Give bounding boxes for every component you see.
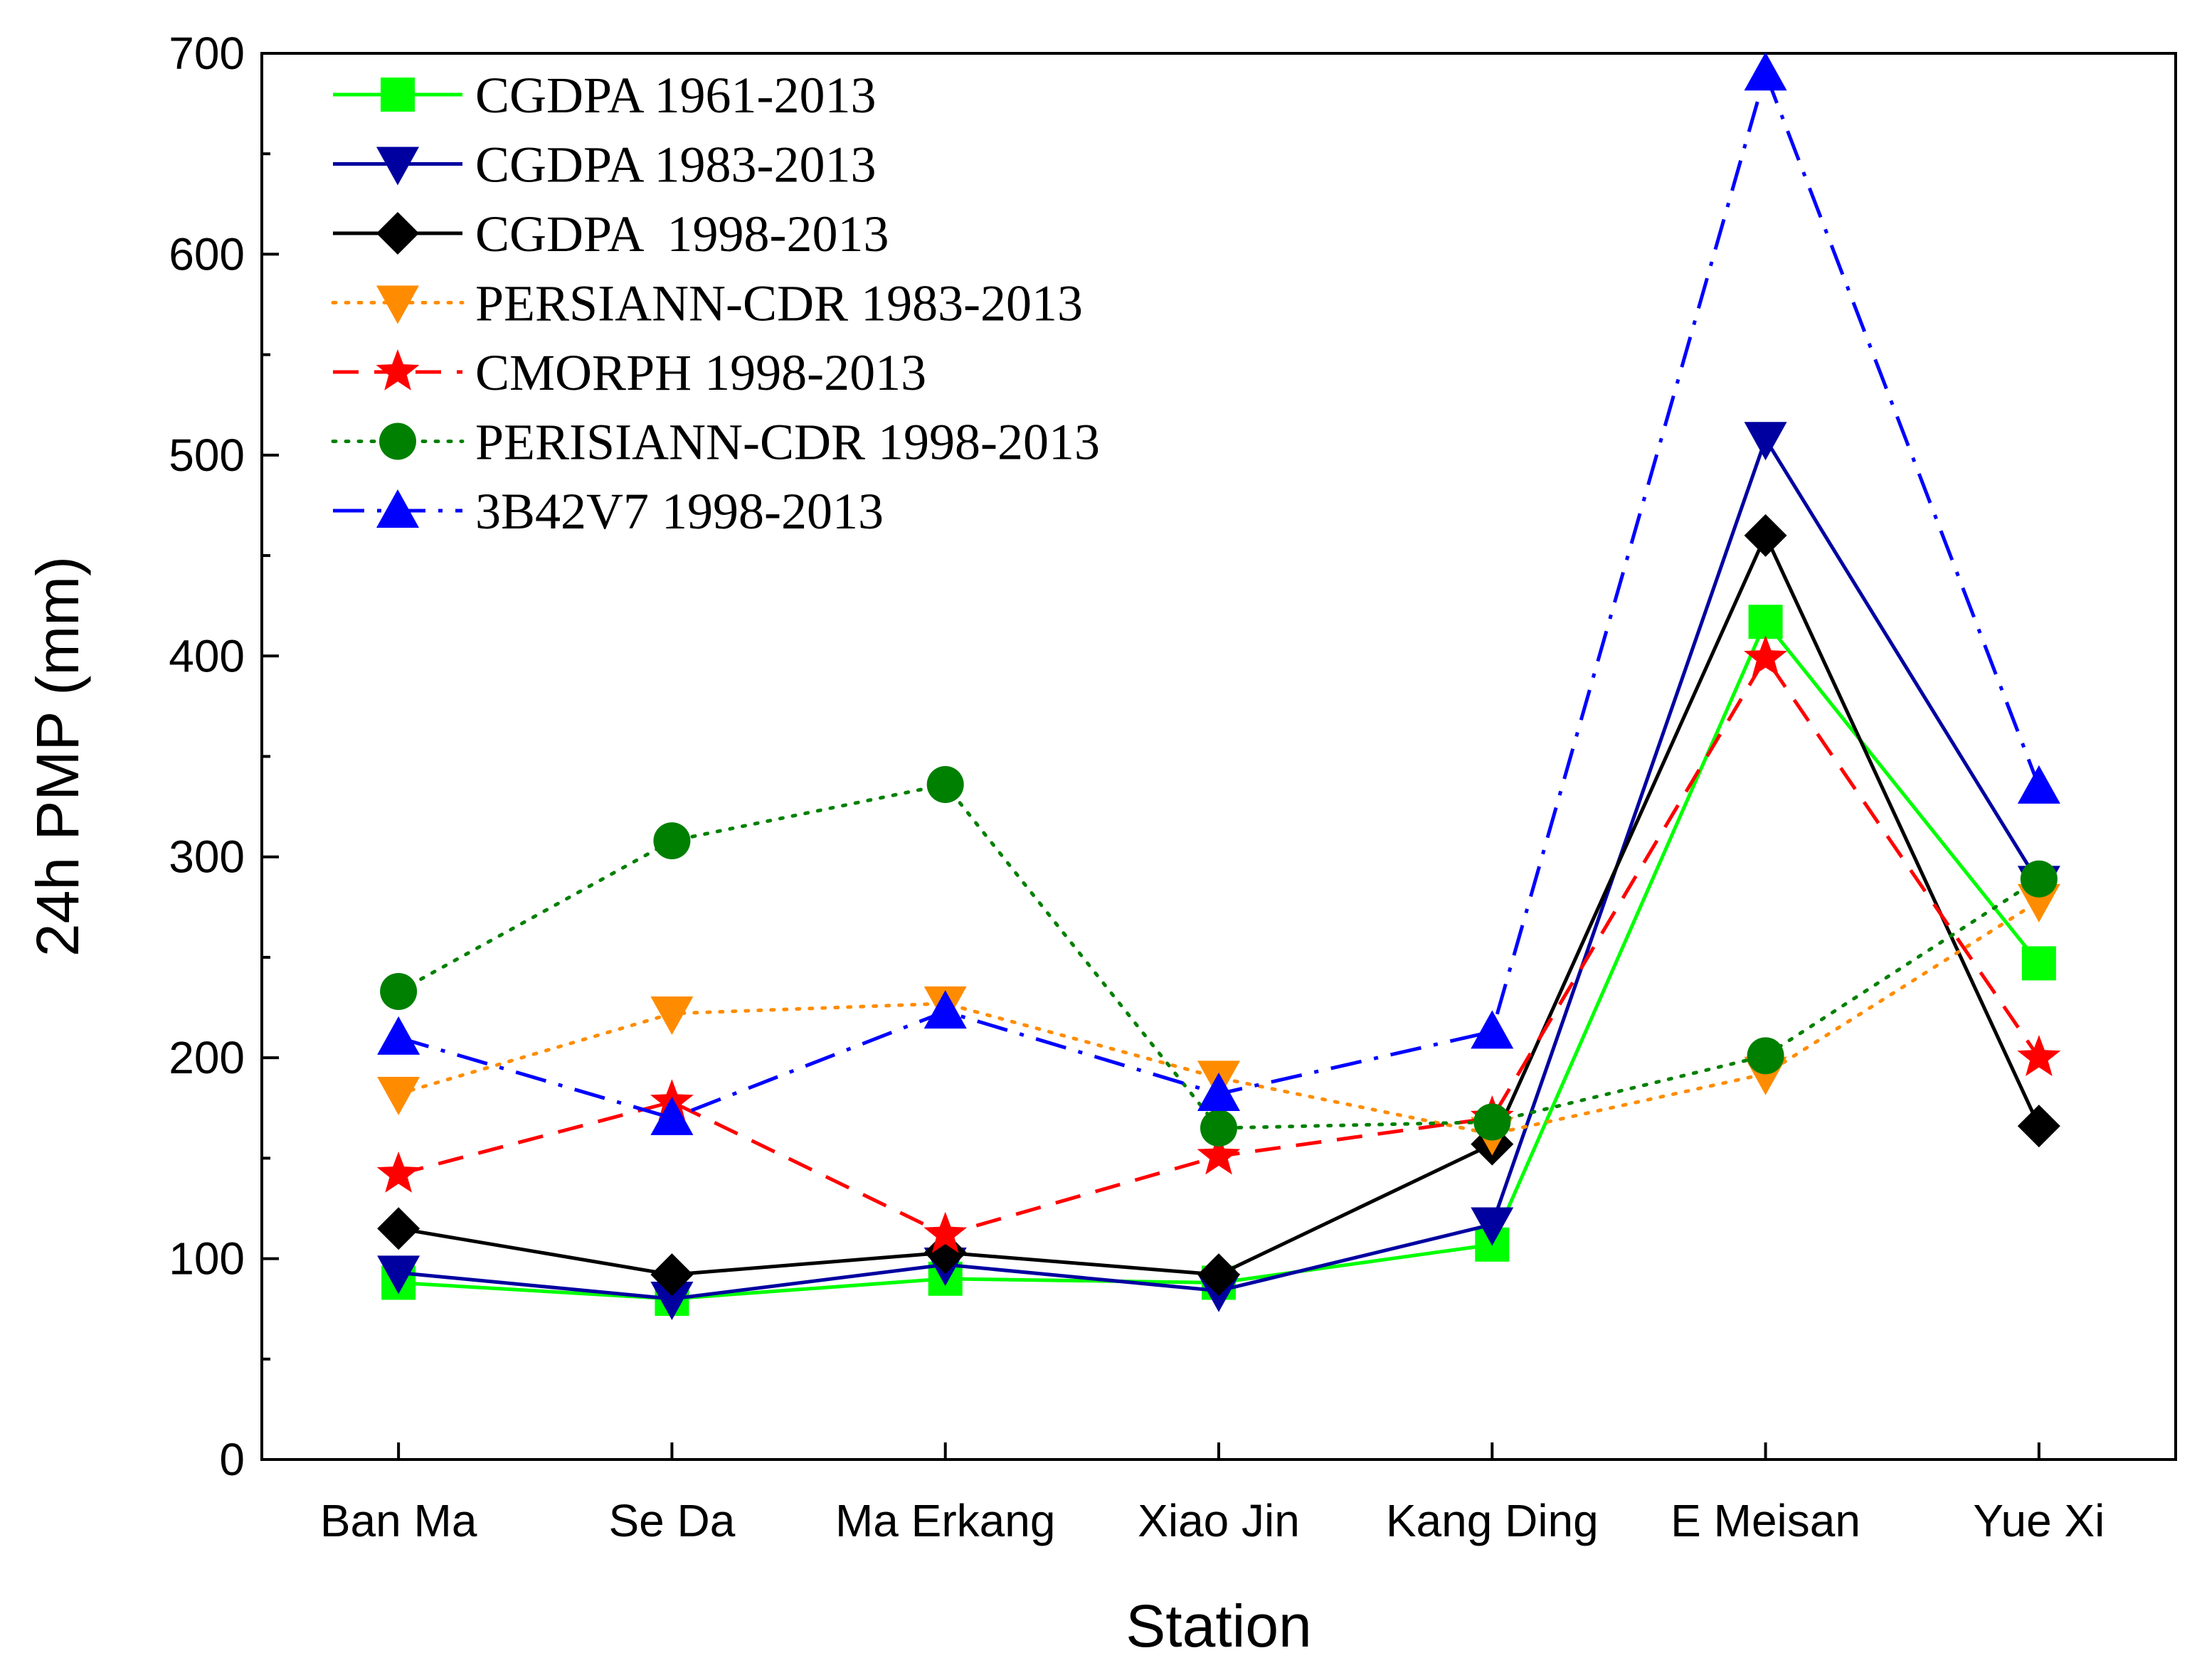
legend-marker bbox=[376, 285, 419, 324]
data-point bbox=[653, 822, 691, 860]
legend-entry: CGDPA 1983-2013 bbox=[333, 137, 876, 193]
data-point bbox=[1197, 1072, 1240, 1111]
data-point bbox=[650, 996, 694, 1036]
series-2 bbox=[377, 514, 2060, 1297]
legend-entry: PERSIANN-CDR 1983-2013 bbox=[331, 275, 1083, 332]
data-point bbox=[923, 1231, 967, 1275]
series-line bbox=[398, 435, 2040, 1301]
data-point bbox=[2017, 1035, 2061, 1076]
legend-marker bbox=[379, 422, 416, 460]
data-point bbox=[2020, 860, 2058, 898]
series-layer bbox=[376, 52, 2061, 1321]
data-point bbox=[926, 766, 964, 804]
series-4 bbox=[376, 635, 2061, 1253]
plot-area bbox=[260, 52, 2177, 1461]
data-point bbox=[1748, 605, 1783, 639]
data-point bbox=[1197, 1253, 1240, 1297]
y-tick-label: 200 bbox=[169, 1032, 245, 1083]
y-tick-label: 400 bbox=[169, 630, 245, 681]
data-point bbox=[1471, 1207, 1514, 1246]
legend-marker bbox=[376, 489, 419, 528]
series-6 bbox=[377, 52, 2060, 1135]
data-point bbox=[923, 1211, 968, 1253]
y-tick-label: 600 bbox=[169, 228, 245, 280]
data-point bbox=[1200, 1109, 1237, 1147]
x-tick-label: Kang Ding bbox=[1386, 1495, 1599, 1546]
data-point bbox=[1747, 1037, 1784, 1075]
y-axis: 0 100 200 300 400 500 600 700 bbox=[169, 28, 279, 1485]
legend-label: CGDPA 1983-2013 bbox=[475, 137, 876, 193]
legend-marker bbox=[376, 212, 419, 255]
x-tick-label: E Meisan bbox=[1671, 1495, 1860, 1546]
legend-label: CGDPA 1998-2013 bbox=[475, 206, 889, 262]
legend-label: PERISIANN-CDR 1998-2013 bbox=[475, 414, 1100, 471]
legend-label: PERSIANN-CDR 1983-2013 bbox=[475, 275, 1083, 332]
legend-entry: 3B42V7 1998-2013 bbox=[333, 483, 884, 540]
data-point bbox=[1744, 422, 1787, 461]
y-tick-label: 500 bbox=[169, 430, 245, 481]
legend: CGDPA 1961-2013 CGDPA 1983-2013 CGDPA 1998… bbox=[331, 67, 1100, 540]
data-point bbox=[377, 1076, 420, 1115]
y-tick-label: 100 bbox=[169, 1233, 245, 1285]
y-tick-label: 0 bbox=[219, 1434, 245, 1485]
legend-entry: CGDPA 1961-2013 bbox=[333, 67, 876, 124]
data-point bbox=[650, 1096, 694, 1135]
data-point bbox=[377, 1207, 420, 1250]
x-tick-label: Yue Xi bbox=[1973, 1495, 2105, 1546]
y-axis-title: 24h PMP (mm) bbox=[24, 556, 91, 957]
data-point bbox=[650, 1282, 694, 1321]
data-point bbox=[650, 1253, 694, 1297]
series-0 bbox=[381, 605, 2056, 1317]
data-point bbox=[923, 990, 967, 1029]
data-point bbox=[2017, 1105, 2060, 1148]
data-point bbox=[1744, 635, 1787, 676]
data-point bbox=[377, 1255, 420, 1294]
series-1 bbox=[377, 422, 2060, 1321]
y-tick-label: 300 bbox=[169, 831, 245, 883]
plot-frame bbox=[260, 52, 2177, 1461]
data-point bbox=[1473, 1103, 1511, 1141]
y-tick-label: 700 bbox=[169, 28, 245, 79]
legend-label: CMORPH 1998-2013 bbox=[475, 344, 926, 401]
data-point bbox=[1744, 514, 1787, 557]
data-point bbox=[1471, 1010, 1514, 1049]
x-tick-label: Xiao Jin bbox=[1138, 1495, 1300, 1546]
legend-marker bbox=[376, 147, 419, 186]
data-point bbox=[1197, 1133, 1241, 1175]
data-point bbox=[377, 1016, 420, 1055]
legend-entry: CGDPA 1998-2013 bbox=[333, 206, 889, 262]
x-axis-title: Station bbox=[1126, 1593, 1312, 1659]
data-point bbox=[2017, 765, 2060, 804]
series-5 bbox=[380, 766, 2058, 1147]
legend-entry: PERISIANN-CDR 1998-2013 bbox=[331, 414, 1100, 471]
series-line bbox=[398, 618, 2040, 1301]
legend-label: CGDPA 1961-2013 bbox=[475, 67, 876, 124]
legend-label: 3B42V7 1998-2013 bbox=[475, 483, 884, 540]
data-point bbox=[2021, 946, 2056, 981]
data-point bbox=[376, 1152, 420, 1193]
legend-entry: CMORPH 1998-2013 bbox=[333, 344, 926, 401]
legend-marker bbox=[376, 349, 420, 390]
x-axis: Ban Ma Se Da Ma Erkang Xiao Jin Kang Ding E M… bbox=[320, 1442, 2105, 1546]
data-point bbox=[380, 972, 418, 1010]
data-point bbox=[1744, 52, 1787, 91]
x-tick-label: Ma Erkang bbox=[835, 1495, 1055, 1546]
x-tick-label: Ban Ma bbox=[320, 1495, 477, 1546]
x-tick-label: Se Da bbox=[608, 1495, 735, 1546]
legend-marker bbox=[381, 78, 415, 112]
